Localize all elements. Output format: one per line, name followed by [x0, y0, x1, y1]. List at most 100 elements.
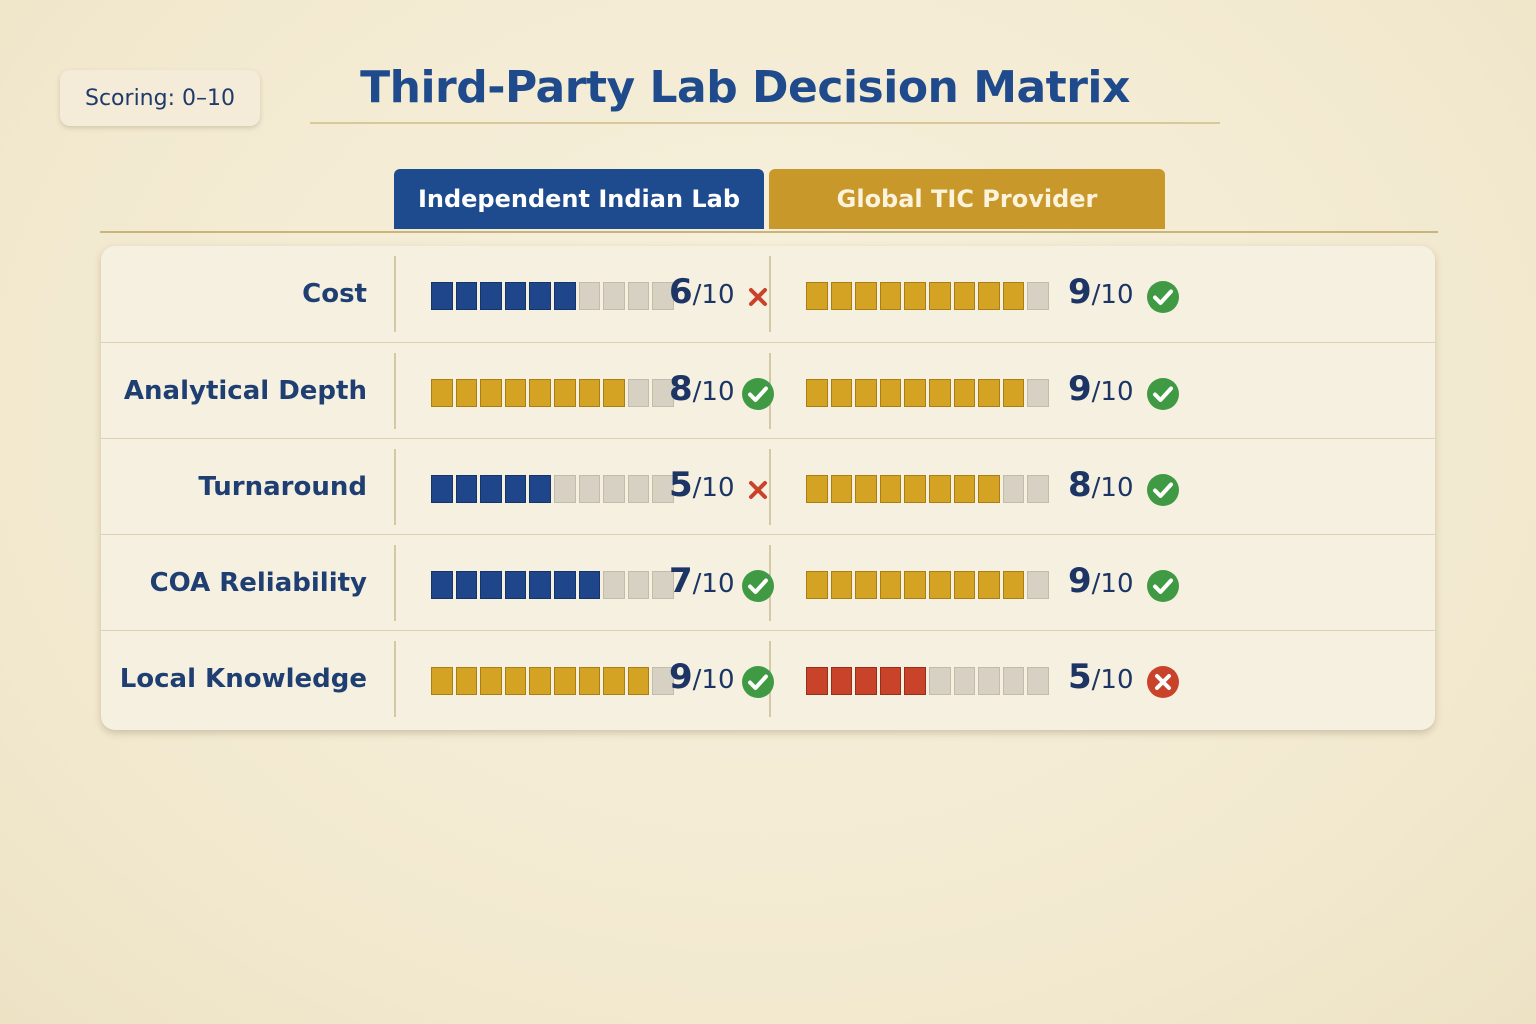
- bar-segment-filled: [431, 475, 453, 503]
- bar-segment-filled: [455, 571, 478, 599]
- bar-segment-filled: [879, 571, 902, 599]
- bar-segment-filled: [529, 571, 551, 599]
- title-divider: [310, 122, 1220, 124]
- check-circle-icon: [1146, 280, 1180, 314]
- column-divider: [394, 256, 396, 332]
- bar-segment-filled: [953, 282, 976, 310]
- bar-segment-empty: [627, 475, 650, 503]
- scoring-badge: Scoring: 0–10: [60, 70, 260, 126]
- tic-score-bar: [806, 282, 1049, 310]
- bar-segment-empty: [1002, 475, 1025, 503]
- column-header-independent-lab: Independent Indian Lab: [394, 169, 764, 229]
- bar-segment-filled: [480, 475, 502, 503]
- bar-segment-empty: [603, 282, 625, 310]
- bar-segment-filled: [504, 282, 527, 310]
- score-max: /10: [1091, 665, 1134, 695]
- matrix-row: Local Knowledge 9/10 5/10: [101, 630, 1435, 727]
- lab-score-label: 5/10: [669, 465, 735, 513]
- bar-segment-filled: [904, 667, 926, 695]
- score-value: 5: [1068, 657, 1092, 697]
- bar-segment-filled: [603, 667, 625, 695]
- bar-segment-filled: [480, 282, 502, 310]
- tic-score-bar: [806, 571, 1049, 599]
- score-value: 8: [669, 369, 693, 409]
- bar-segment-filled: [578, 667, 601, 695]
- column-divider: [394, 353, 396, 429]
- criterion-label: Cost: [302, 279, 367, 309]
- tic-score-label: 9/10: [1068, 561, 1134, 609]
- bar-segment-filled: [504, 667, 527, 695]
- lab-score-bar: [431, 282, 674, 310]
- bar-segment-filled: [830, 282, 853, 310]
- lab-score-bar: [431, 475, 674, 503]
- bar-segment-empty: [652, 379, 674, 407]
- bar-segment-filled: [627, 667, 650, 695]
- bar-segment-filled: [431, 379, 453, 407]
- bar-segment-empty: [978, 667, 1000, 695]
- score-max: /10: [692, 569, 735, 599]
- bar-segment-filled: [928, 379, 951, 407]
- bar-segment-filled: [1002, 571, 1025, 599]
- bar-segment-filled: [879, 379, 902, 407]
- bar-segment-filled: [978, 282, 1000, 310]
- matrix-row: Cost 6/10 9/10: [101, 246, 1435, 342]
- score-value: 9: [1068, 561, 1092, 601]
- score-max: /10: [692, 280, 735, 310]
- bar-segment-filled: [855, 282, 877, 310]
- score-max: /10: [1091, 280, 1134, 310]
- criterion-label: Local Knowledge: [119, 664, 367, 694]
- lab-score-label: 6/10: [669, 272, 735, 320]
- score-value: 5: [669, 465, 693, 505]
- bar-segment-empty: [603, 475, 625, 503]
- bar-segment-filled: [455, 379, 478, 407]
- bar-segment-filled: [455, 475, 478, 503]
- bar-segment-filled: [806, 571, 828, 599]
- column-divider: [769, 256, 771, 332]
- bar-segment-filled: [553, 282, 576, 310]
- bar-segment-empty: [1027, 475, 1049, 503]
- bar-segment-filled: [455, 667, 478, 695]
- tic-score-label: 8/10: [1068, 465, 1134, 513]
- bar-segment-filled: [953, 571, 976, 599]
- lab-score-label: 8/10: [669, 369, 735, 417]
- score-value: 9: [669, 657, 693, 697]
- bar-segment-empty: [1027, 379, 1049, 407]
- bar-segment-filled: [529, 667, 551, 695]
- bar-segment-filled: [504, 571, 527, 599]
- bar-segment-filled: [806, 667, 828, 695]
- bar-segment-empty: [627, 379, 650, 407]
- check-circle-icon: [1146, 377, 1180, 411]
- bar-segment-filled: [830, 475, 853, 503]
- matrix-row: Turnaround 5/10 8/10: [101, 438, 1435, 535]
- check-circle-icon: [741, 665, 775, 699]
- bar-segment-filled: [480, 571, 502, 599]
- column-divider: [394, 641, 396, 717]
- criterion-label: Analytical Depth: [123, 376, 367, 406]
- cross-icon: [741, 473, 775, 507]
- bar-segment-filled: [529, 475, 551, 503]
- tic-score-label: 5/10: [1068, 657, 1134, 705]
- score-value: 9: [1068, 272, 1092, 312]
- bar-segment-filled: [904, 571, 926, 599]
- check-circle-icon: [741, 377, 775, 411]
- bar-segment-empty: [1002, 667, 1025, 695]
- lab-score-bar: [431, 571, 674, 599]
- bar-segment-filled: [529, 282, 551, 310]
- bar-segment-filled: [578, 379, 601, 407]
- score-max: /10: [692, 377, 735, 407]
- bar-segment-filled: [978, 379, 1000, 407]
- tic-score-label: 9/10: [1068, 272, 1134, 320]
- bar-segment-filled: [855, 475, 877, 503]
- bar-segment-filled: [879, 475, 902, 503]
- bar-segment-filled: [928, 571, 951, 599]
- bar-segment-filled: [928, 475, 951, 503]
- bar-segment-filled: [431, 571, 453, 599]
- score-max: /10: [1091, 473, 1134, 503]
- bar-segment-filled: [806, 379, 828, 407]
- score-max: /10: [692, 473, 735, 503]
- tic-score-bar: [806, 379, 1049, 407]
- bar-segment-filled: [529, 379, 551, 407]
- bar-segment-filled: [904, 475, 926, 503]
- bar-segment-empty: [1027, 667, 1049, 695]
- bar-segment-empty: [578, 475, 601, 503]
